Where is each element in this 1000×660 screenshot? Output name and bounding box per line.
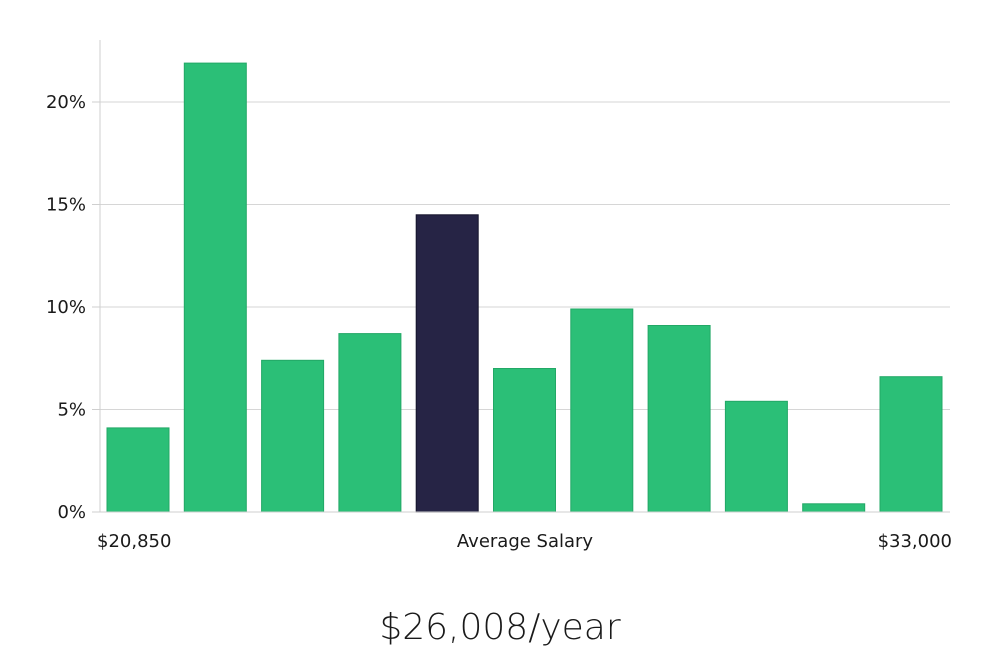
x-label-average: Average Salary	[457, 531, 594, 552]
y-tick-label: 15%	[46, 195, 86, 216]
bar	[570, 308, 634, 513]
bar-average-salary	[415, 214, 479, 513]
bar	[879, 376, 943, 513]
bar	[261, 359, 325, 513]
bars	[106, 62, 943, 513]
bar	[802, 503, 866, 513]
x-labels: $20,850 Average Salary $33,000	[97, 531, 952, 552]
salary-distribution-chart: 0% 5% 10% 15% 20% $20,850 Average Salary $33…	[46, 40, 952, 552]
x-label-min: $20,850	[97, 531, 171, 552]
bar	[183, 62, 247, 513]
x-label-max: $33,000	[878, 531, 952, 552]
y-tick-label: 0%	[57, 502, 86, 523]
bar	[106, 427, 170, 513]
y-tick-label: 5%	[57, 400, 86, 421]
bar	[647, 325, 711, 513]
y-tick-labels: 0% 5% 10% 15% 20%	[46, 92, 100, 523]
axes	[99, 40, 950, 513]
y-tick-label: 20%	[46, 92, 86, 113]
average-salary-value: $26,008/year	[379, 607, 621, 648]
bar	[493, 368, 556, 513]
y-tick-label: 10%	[46, 297, 86, 318]
bar	[338, 333, 402, 513]
bar	[724, 400, 788, 513]
